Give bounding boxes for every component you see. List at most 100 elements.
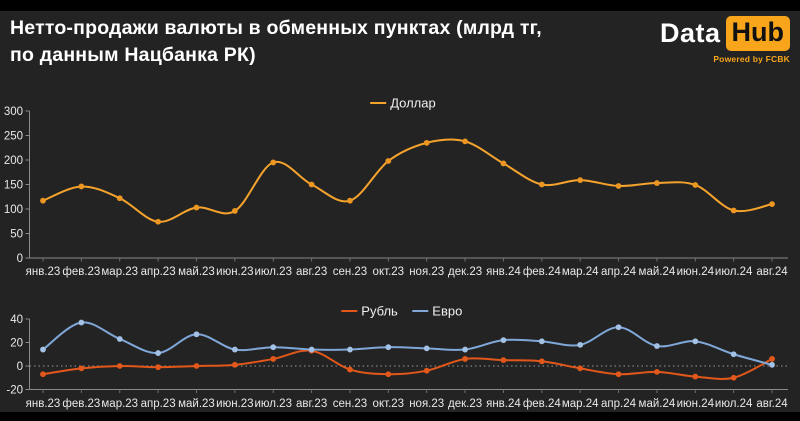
data-point-ruble bbox=[116, 363, 123, 369]
x-tick-label: май.23 bbox=[178, 398, 215, 410]
data-point-dollar bbox=[78, 183, 85, 190]
x-tick-label: фев.23 bbox=[62, 266, 100, 278]
data-point-dollar bbox=[231, 208, 238, 214]
x-tick-label: фев.24 bbox=[523, 266, 562, 278]
data-point-dollar bbox=[769, 201, 775, 207]
data-point-euro bbox=[577, 341, 584, 348]
data-point-dollar bbox=[385, 158, 392, 164]
series-euro-line bbox=[42, 321, 774, 366]
y-tick-label: 150 bbox=[4, 180, 23, 192]
data-point-ruble bbox=[270, 356, 277, 362]
y-tick-label: 300 bbox=[4, 106, 23, 118]
data-point-dollar bbox=[500, 160, 507, 167]
data-point-ruble bbox=[231, 361, 238, 368]
x-tick-label: июн.24 bbox=[677, 398, 715, 410]
x-tick-label: июн.24 bbox=[677, 266, 715, 278]
data-point-ruble bbox=[615, 371, 622, 378]
data-point-euro bbox=[462, 346, 468, 353]
x-tick-label: апр.23 bbox=[141, 398, 176, 410]
data-point-dollar bbox=[538, 181, 545, 188]
data-point-ruble bbox=[347, 366, 353, 373]
x-tick-label: мар.23 bbox=[101, 266, 138, 278]
data-point-euro bbox=[769, 361, 775, 368]
data-point-euro bbox=[538, 338, 545, 345]
data-point-euro bbox=[500, 337, 507, 344]
data-point-euro bbox=[730, 351, 737, 358]
data-point-ruble bbox=[423, 367, 430, 374]
data-point-euro bbox=[116, 336, 123, 342]
data-point-ruble bbox=[385, 371, 392, 378]
x-tick-label: апр.24 bbox=[601, 398, 637, 410]
data-point-dollar bbox=[308, 181, 315, 188]
x-tick-label: июл.24 bbox=[715, 266, 753, 278]
data-point-dollar bbox=[347, 197, 353, 204]
data-point-ruble bbox=[78, 365, 85, 372]
data-point-euro bbox=[270, 344, 277, 351]
x-tick-label: фев.24 bbox=[523, 398, 562, 410]
page-title: Нетто-продажи валюты в обменных пунктах … bbox=[10, 15, 610, 69]
y-tick-label: 100 bbox=[4, 204, 23, 216]
data-point-ruble bbox=[40, 371, 46, 378]
y-tick-label: 20 bbox=[10, 338, 23, 350]
y-tick-label: 200 bbox=[4, 155, 23, 167]
data-point-dollar bbox=[423, 139, 430, 146]
data-point-dollar bbox=[654, 180, 660, 186]
datahub-logo: Data Hub Powered by FCBK bbox=[660, 16, 790, 64]
bottom-frame-bar bbox=[0, 412, 800, 421]
data-point-ruble bbox=[730, 374, 737, 381]
data-point-euro bbox=[308, 346, 315, 353]
top-frame-bar bbox=[0, 0, 800, 11]
data-point-euro bbox=[385, 344, 392, 351]
x-tick-label: янв.24 bbox=[486, 266, 521, 278]
x-tick-label: мар.24 bbox=[562, 398, 599, 410]
legend-label-dollar: Доллар bbox=[390, 96, 436, 111]
y-tick-label: -20 bbox=[6, 385, 23, 397]
data-point-ruble bbox=[654, 368, 660, 375]
x-tick-label: янв.23 bbox=[26, 398, 61, 410]
legend-label-ruble: Рубль bbox=[361, 304, 398, 319]
data-point-dollar bbox=[615, 183, 622, 189]
x-tick-label: фев.23 bbox=[62, 398, 100, 410]
y-tick-label: 0 bbox=[17, 253, 23, 265]
x-tick-label: янв.23 bbox=[26, 266, 61, 278]
data-point-dollar bbox=[193, 204, 200, 211]
data-point-euro bbox=[654, 343, 660, 349]
data-point-euro bbox=[231, 346, 238, 353]
x-tick-label: авг.24 bbox=[756, 266, 788, 278]
x-tick-label: май.24 bbox=[639, 398, 676, 410]
x-tick-label: мар.24 bbox=[562, 266, 599, 278]
x-tick-label: авг.23 bbox=[296, 398, 327, 410]
x-tick-label: июл.24 bbox=[715, 398, 753, 410]
x-tick-label: янв.24 bbox=[486, 398, 521, 410]
x-tick-label: июн.23 bbox=[216, 266, 253, 278]
data-point-euro bbox=[615, 324, 622, 331]
x-tick-label: дек.23 bbox=[448, 398, 482, 410]
y-tick-label: 250 bbox=[4, 131, 23, 143]
data-point-euro bbox=[40, 346, 46, 353]
x-tick-label: сен.23 bbox=[333, 266, 367, 278]
x-tick-label: апр.23 bbox=[141, 266, 176, 278]
data-point-dollar bbox=[270, 159, 277, 166]
data-point-euro bbox=[78, 319, 85, 326]
logo-data-text: Data bbox=[659, 18, 721, 48]
y-tick-label: 40 bbox=[10, 314, 23, 326]
x-tick-label: ноя.23 bbox=[409, 266, 444, 278]
x-tick-label: апр.24 bbox=[601, 266, 637, 278]
x-tick-label: май.23 bbox=[178, 266, 215, 278]
data-point-ruble bbox=[500, 357, 507, 364]
data-point-dollar bbox=[40, 197, 46, 204]
data-point-euro bbox=[692, 338, 699, 345]
series-ruble-line bbox=[42, 349, 774, 380]
data-point-ruble bbox=[155, 364, 162, 371]
x-tick-label: дек.23 bbox=[448, 266, 482, 278]
data-point-dollar bbox=[155, 218, 162, 225]
legend-label-euro: Евро bbox=[432, 304, 462, 319]
x-tick-label: окт.23 bbox=[373, 266, 405, 278]
x-tick-label: июл.23 bbox=[254, 266, 292, 278]
y-tick-label: 50 bbox=[10, 229, 23, 241]
data-point-dollar bbox=[692, 182, 699, 188]
data-point-ruble bbox=[577, 365, 584, 372]
data-point-dollar bbox=[462, 138, 468, 145]
data-point-euro bbox=[155, 350, 162, 356]
